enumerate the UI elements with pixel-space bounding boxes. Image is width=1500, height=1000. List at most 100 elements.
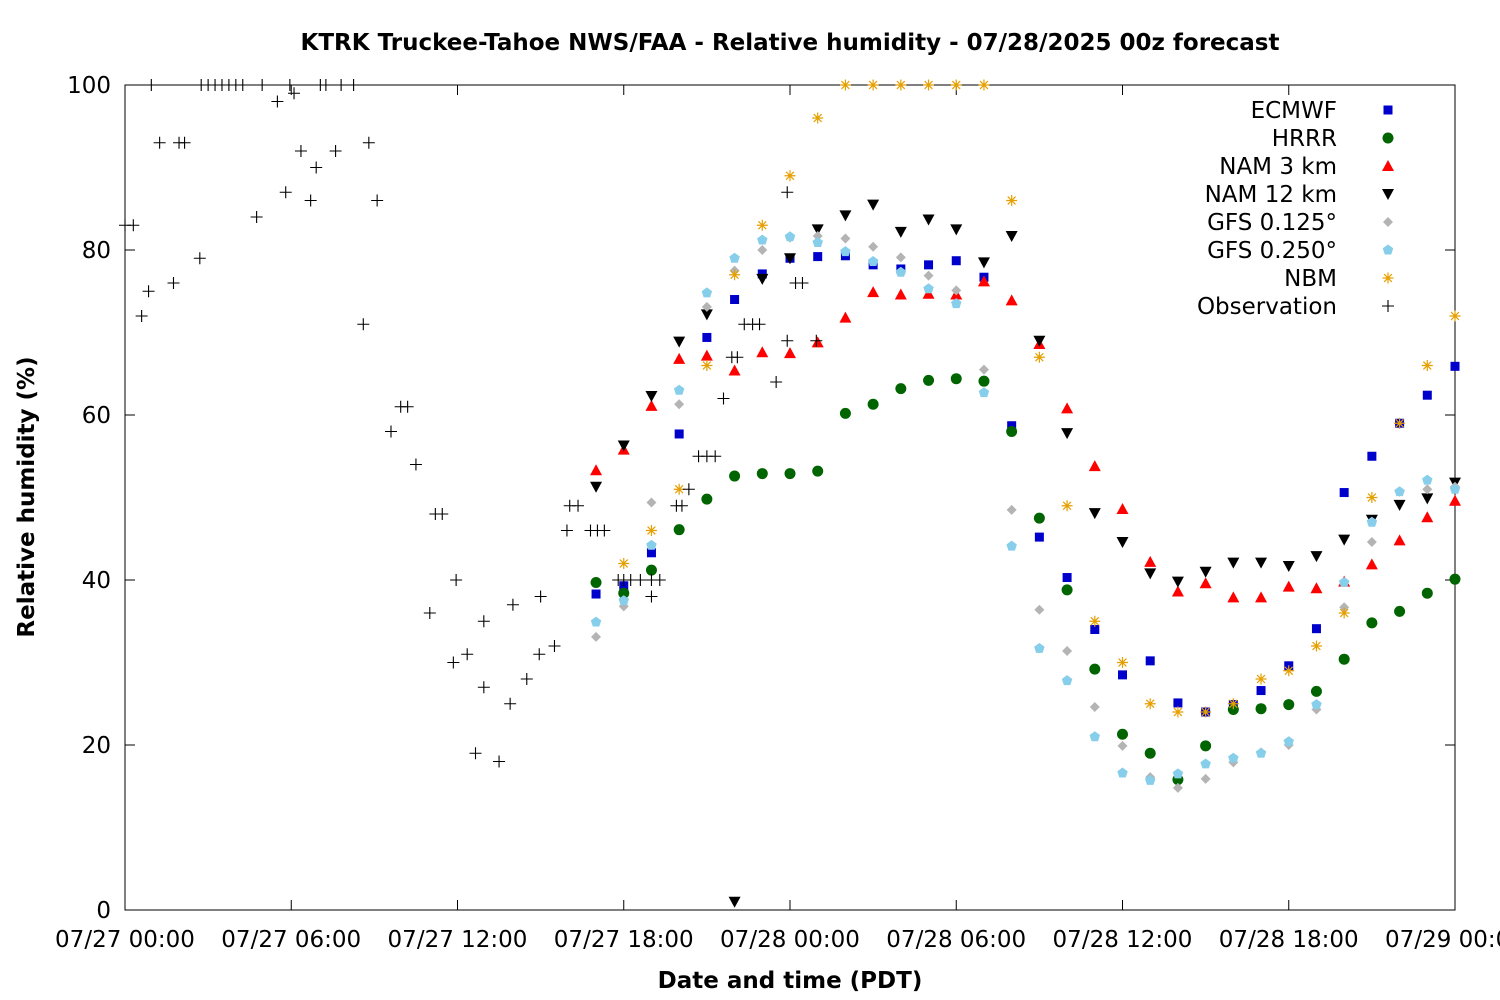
data-point (646, 497, 657, 508)
data-point (1338, 607, 1350, 619)
data-point (1283, 665, 1295, 677)
data-point (618, 558, 630, 569)
legend-label: NBM (1284, 266, 1337, 292)
data-point (1061, 402, 1074, 414)
data-point (895, 79, 907, 91)
data-point (1061, 675, 1073, 686)
legend-marker (1383, 217, 1393, 227)
data-point (1421, 587, 1433, 599)
data-point (701, 493, 713, 505)
data-point (1366, 537, 1377, 548)
data-point (634, 574, 647, 586)
data-point (1422, 484, 1433, 495)
data-point (135, 310, 148, 322)
data-point (950, 224, 963, 236)
data-point (1172, 706, 1184, 718)
data-point (895, 252, 906, 263)
data-point (450, 574, 463, 586)
data-point (784, 468, 796, 480)
legend-marker (1382, 244, 1394, 255)
data-point (347, 79, 360, 91)
x-axis-label: Date and time (PDT) (658, 968, 923, 994)
data-point (591, 589, 601, 599)
data-point (978, 375, 990, 387)
data-point (977, 257, 990, 269)
data-point (867, 398, 879, 410)
data-point (534, 590, 547, 603)
data-point (304, 194, 317, 207)
data-point (770, 376, 783, 388)
data-point (1118, 670, 1127, 680)
x-tick-label: 07/28 12:00 (1053, 927, 1193, 953)
data-point (1006, 540, 1017, 551)
data-point (1199, 577, 1212, 589)
data-point (1255, 591, 1268, 603)
data-point (645, 564, 657, 576)
data-point (811, 224, 824, 236)
data-point (645, 391, 658, 403)
data-point (1005, 230, 1018, 242)
data-point (469, 747, 482, 760)
data-point (1282, 580, 1295, 592)
data-point (1366, 492, 1378, 503)
data-point (784, 231, 796, 242)
data-point (1033, 351, 1045, 363)
legend-label: NAM 3 km (1219, 154, 1337, 180)
data-point (895, 383, 907, 395)
data-point (924, 260, 934, 270)
legend-item-ecmwf: ECMWF (1251, 98, 1393, 124)
legend-marker (1382, 300, 1394, 312)
series-observation (119, 79, 823, 768)
data-point (717, 392, 730, 405)
data-point (618, 595, 629, 606)
data-point (1007, 421, 1017, 431)
data-point (617, 440, 630, 452)
data-point (951, 298, 962, 309)
data-point (682, 483, 695, 496)
series-hrrr (590, 373, 1461, 786)
data-point (1144, 698, 1156, 710)
data-point (922, 287, 935, 299)
data-point (978, 364, 989, 375)
data-point (812, 237, 823, 248)
data-point (781, 186, 794, 199)
data-point (1449, 310, 1461, 322)
data-point (950, 79, 962, 91)
legend-label: ECMWF (1251, 98, 1337, 124)
data-point (1310, 685, 1322, 697)
data-point (1089, 731, 1101, 742)
data-point (520, 673, 533, 685)
data-point (461, 648, 474, 661)
legend-item-nbm: NBM (1284, 266, 1394, 292)
data-point (1200, 773, 1211, 784)
data-point (1088, 460, 1101, 472)
data-point (1282, 560, 1295, 572)
data-point (1033, 512, 1045, 524)
data-point (283, 79, 296, 91)
data-point (329, 145, 342, 157)
data-point (1449, 494, 1461, 506)
data-point (1144, 555, 1157, 567)
data-point (701, 301, 712, 312)
data-point (645, 399, 658, 411)
data-point (1449, 483, 1461, 494)
series-ecmwf (591, 251, 1460, 717)
data-point (1255, 703, 1267, 715)
data-point (840, 233, 851, 244)
data-point (1061, 584, 1073, 596)
legend-marker (1382, 132, 1394, 144)
data-point (673, 384, 685, 395)
data-point (271, 95, 284, 108)
data-point (1367, 451, 1377, 461)
data-point (371, 194, 384, 207)
data-point (1200, 740, 1212, 752)
data-point (673, 336, 686, 348)
data-point (1310, 582, 1323, 594)
data-point (951, 256, 961, 266)
x-tick-label: 07/29 00:00 (1385, 927, 1500, 953)
data-point (1227, 591, 1240, 603)
data-point (319, 79, 332, 91)
x-tick-label: 07/27 06:00 (221, 927, 361, 953)
data-point (560, 524, 573, 537)
data-point (784, 347, 796, 359)
